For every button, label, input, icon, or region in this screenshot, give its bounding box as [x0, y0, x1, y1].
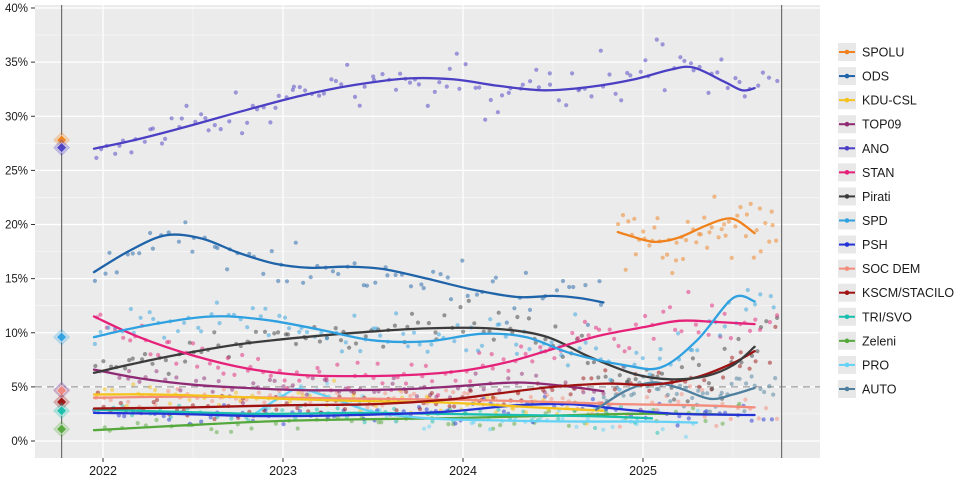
legend-key-point	[844, 121, 850, 127]
legend-label: ODS	[862, 70, 889, 84]
legend-label: SPD	[862, 214, 888, 228]
legend-key-point	[844, 170, 850, 175]
election-marker-zeleni	[53, 420, 71, 438]
series-line-pirati	[92, 326, 756, 381]
legend-label: Pirati	[862, 190, 890, 204]
legend-label: ANO	[862, 142, 889, 156]
legend-item-kscm-stacilo: KSCM/STACILO	[838, 283, 954, 302]
legend-label: SPOLU	[862, 46, 904, 60]
legend: SPOLU ODS KDU-CSL TOP09 ANO STAN Pirati SPD PSH S…	[838, 43, 954, 398]
legend-label: TOP09	[862, 118, 901, 132]
legend-key-point	[844, 97, 850, 103]
legend-item-pro: PRO	[838, 355, 889, 374]
legend-item-psh: PSH	[838, 235, 888, 254]
y-tick-label: 0%	[11, 436, 28, 448]
legend-label: PRO	[862, 358, 889, 372]
x-tick-label: 2025	[629, 464, 657, 478]
legend-item-tri-svo: TRI/SVO	[838, 307, 912, 326]
x-tick-label: 2023	[269, 464, 297, 478]
legend-item-zeleni: Zeleni	[838, 331, 896, 350]
legend-item-spd: SPD	[838, 211, 888, 230]
election-marker-tri-svo	[53, 402, 71, 420]
legend-key-point	[844, 49, 850, 55]
legend-item-top09: TOP09	[838, 115, 901, 134]
x-tick-label: 2022	[89, 464, 117, 478]
series-line-spolu	[616, 217, 756, 244]
legend-item-pirati: Pirati	[838, 187, 890, 206]
legend-key-point	[844, 242, 850, 247]
series-line-stan	[92, 315, 756, 378]
y-tick-label: 5%	[11, 382, 28, 394]
y-tick-label: 20%	[5, 220, 28, 232]
y-tick-label: 35%	[5, 57, 28, 69]
election-marker-soc-dem	[53, 382, 71, 400]
legend-key-point	[844, 73, 850, 79]
x-axis: 2022 2023 2024 2025	[89, 458, 657, 478]
election-marker-spolu	[53, 131, 71, 149]
legend-item-stan: STAN	[838, 163, 894, 182]
series-line-psh	[92, 402, 756, 418]
legend-label: TRI/SVO	[862, 310, 912, 324]
legend-key-point	[844, 314, 850, 320]
legend-item-kdu-csl: KDU-CSL	[838, 91, 917, 110]
legend-item-soc-dem: SOC DEM	[838, 259, 920, 278]
series-line-kdu-csl	[92, 393, 605, 412]
election-results-markers	[53, 131, 71, 438]
legend-key-point	[844, 362, 850, 368]
legend-label: KSCM/STACILO	[862, 286, 954, 300]
y-tick-label: 15%	[5, 274, 28, 286]
legend-key-point	[844, 145, 850, 151]
legend-label: Zeleni	[862, 334, 896, 348]
y-axis: 0% 5% 10% 15% 20% 25% 30% 35% 40%	[5, 3, 35, 448]
legend-key-point	[844, 194, 850, 199]
election-marker-spd	[53, 328, 71, 346]
legend-key-point	[844, 290, 850, 296]
legend-label: KDU-CSL	[862, 94, 917, 108]
legend-item-ods: ODS	[838, 67, 889, 86]
series-line-tri-svo	[92, 408, 654, 420]
legend-key-point	[844, 386, 850, 392]
series-line-ano	[92, 65, 756, 150]
election-marker-kscm-stacilo	[53, 393, 71, 411]
series-line-auto	[595, 381, 756, 411]
election-marker-ano	[53, 139, 71, 157]
series-scatter-stan	[94, 289, 780, 398]
y-tick-label: 10%	[5, 328, 28, 340]
legend-key-point	[844, 266, 850, 271]
series-line-top09	[92, 368, 605, 393]
legend-item-ano: ANO	[838, 139, 889, 158]
legend-key-point	[844, 338, 850, 344]
x-tick-label: 2024	[449, 464, 477, 478]
series-line-spd	[92, 294, 756, 371]
legend-label: AUTO	[862, 382, 897, 396]
series-line-ods	[92, 233, 605, 304]
legend-label: STAN	[862, 166, 894, 180]
legend-item-auto: AUTO	[838, 379, 897, 398]
legend-item-spolu: SPOLU	[838, 43, 904, 61]
y-tick-label: 40%	[5, 3, 28, 15]
legend-label: PSH	[862, 238, 888, 252]
legend-key-point	[844, 218, 850, 223]
y-tick-label: 25%	[5, 165, 28, 177]
legend-label: SOC DEM	[862, 262, 920, 276]
y-tick-label: 30%	[5, 111, 28, 123]
gridlines	[35, 5, 820, 458]
